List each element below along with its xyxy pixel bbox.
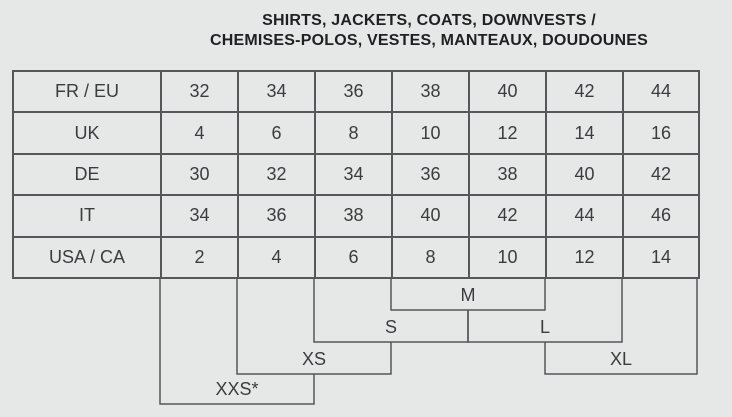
size-cell: 8 xyxy=(314,111,393,155)
table-row-uk: UK 4 6 8 10 12 14 16 xyxy=(12,111,700,155)
bracket-label-xxs: XXS* xyxy=(215,379,259,399)
size-cell: 40 xyxy=(468,69,547,114)
size-cell: 36 xyxy=(391,152,470,197)
row-label-it: IT xyxy=(12,194,162,238)
bracket-label-xl: XL xyxy=(609,349,633,369)
row-label-fr-eu: FR / EU xyxy=(12,69,162,114)
size-cell: 8 xyxy=(391,235,470,280)
size-cell: 30 xyxy=(160,152,239,197)
size-cell: 42 xyxy=(545,69,624,114)
size-cell: 10 xyxy=(468,235,547,280)
size-cell: 36 xyxy=(314,69,393,114)
size-cell: 2 xyxy=(160,235,239,280)
bracket-label-l: L xyxy=(539,317,550,337)
size-cell: 4 xyxy=(237,235,316,280)
chart-title: SHIRTS, JACKETS, COATS, DOWNVESTS / CHEM… xyxy=(160,11,698,51)
size-cell: 40 xyxy=(545,152,624,197)
bracket-label-s: S xyxy=(384,317,397,337)
size-cell: 6 xyxy=(237,111,316,155)
size-cell: 38 xyxy=(391,69,470,114)
row-label-usa-ca: USA / CA xyxy=(12,235,162,280)
table-row-it: IT 34 36 38 40 42 44 46 xyxy=(12,194,700,238)
size-cell: 40 xyxy=(391,194,470,238)
size-cell: 16 xyxy=(622,111,700,155)
size-cell: 36 xyxy=(237,194,316,238)
size-cell: 4 xyxy=(160,111,239,155)
bracket-label-m: M xyxy=(460,285,476,305)
row-label-de: DE xyxy=(12,152,162,197)
size-cell: 38 xyxy=(314,194,393,238)
size-cell: 38 xyxy=(468,152,547,197)
size-cell: 12 xyxy=(468,111,547,155)
size-cell: 14 xyxy=(622,235,700,280)
size-cell: 14 xyxy=(545,111,624,155)
size-cell: 44 xyxy=(622,69,700,114)
bracket-label-xs: XS xyxy=(301,349,326,369)
size-cell: 34 xyxy=(314,152,393,197)
size-cell: 42 xyxy=(468,194,547,238)
size-cell: 10 xyxy=(391,111,470,155)
size-cell: 44 xyxy=(545,194,624,238)
table-row-de: DE 30 32 34 36 38 40 42 xyxy=(12,152,700,197)
size-cell: 42 xyxy=(622,152,700,197)
size-conversion-table: FR / EU 32 34 36 38 40 42 44 UK 4 6 8 10… xyxy=(12,69,700,280)
size-cell: 34 xyxy=(160,194,239,238)
chart-title-line-1: SHIRTS, JACKETS, COATS, DOWNVESTS / xyxy=(262,12,596,29)
table-row-usa-ca: USA / CA 2 4 6 8 10 12 14 xyxy=(12,235,700,280)
size-cell: 12 xyxy=(545,235,624,280)
size-cell: 46 xyxy=(622,194,700,238)
chart-title-line-2: CHEMISES-POLOS, VESTES, MANTEAUX, DOUDOU… xyxy=(210,32,648,49)
size-cell: 32 xyxy=(160,69,239,114)
size-cell: 32 xyxy=(237,152,316,197)
row-label-uk: UK xyxy=(12,111,162,155)
size-cell: 6 xyxy=(314,235,393,280)
table-row-fr-eu: FR / EU 32 34 36 38 40 42 44 xyxy=(12,69,700,114)
size-cell: 34 xyxy=(237,69,316,114)
